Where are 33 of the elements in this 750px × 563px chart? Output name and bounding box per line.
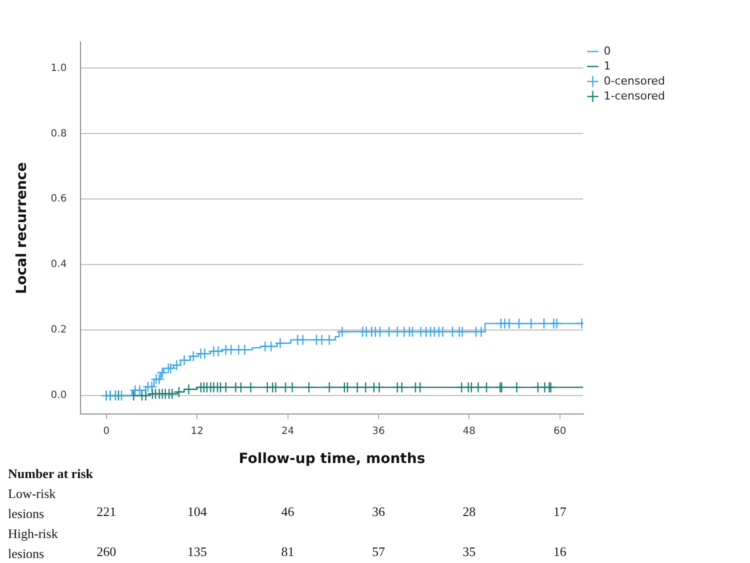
y-tick-label: 0.4 (50, 259, 67, 270)
text: 17 (553, 504, 566, 520)
text: 36 (372, 504, 385, 520)
y-tick-label: 0.0 (50, 390, 67, 402)
text: 260 (96, 544, 116, 560)
text: 57 (372, 544, 385, 560)
x-tick-label: 12 (190, 426, 204, 437)
x-tick-label: 0 (103, 426, 110, 437)
x-tick-label: 48 (462, 426, 476, 437)
y-tick-label: 0.6 (50, 194, 67, 205)
text: 135 (187, 544, 207, 560)
y-tick-label: 0.2 (50, 324, 67, 336)
text: 221 (96, 504, 116, 520)
y-tick-label: 1.0 (50, 62, 67, 74)
text: 81 (281, 544, 294, 560)
text: 46 (281, 504, 294, 520)
y-tick-label: 0.8 (50, 128, 67, 140)
legend-label: 1-censored (604, 89, 666, 102)
x-tick-label: 24 (281, 426, 294, 437)
text: 16 (553, 544, 566, 560)
legend-label: 0-censored (604, 74, 666, 88)
legend-label: 0 (604, 44, 611, 58)
x-tick-label: 60 (553, 426, 566, 437)
text: High-risk lesions (8, 525, 59, 563)
text: Number at risk (8, 466, 93, 482)
text: 104 (187, 504, 207, 520)
y-axis-title: Local recurrence (14, 162, 30, 294)
legend-label: 1 (604, 59, 611, 72)
x-tick-label: 36 (372, 426, 385, 437)
x-axis-title: Follow-up time, months (238, 451, 426, 468)
text: 28 (462, 504, 476, 520)
text: Low-risk lesions (8, 485, 57, 523)
text: 35 (462, 544, 476, 560)
